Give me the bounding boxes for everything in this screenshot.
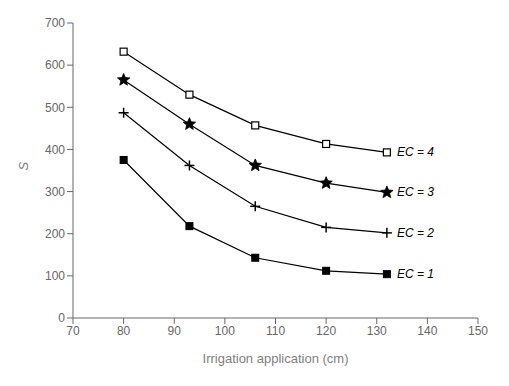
svg-text:EC = 3: EC = 3 xyxy=(397,185,434,199)
svg-text:130: 130 xyxy=(367,324,387,338)
svg-text:EC = 1: EC = 1 xyxy=(397,267,434,281)
svg-text:80: 80 xyxy=(117,324,131,338)
svg-text:S: S xyxy=(16,162,31,171)
svg-text:400: 400 xyxy=(45,143,65,157)
svg-text:600: 600 xyxy=(45,58,65,72)
svg-text:Irrigation application (cm): Irrigation application (cm) xyxy=(203,351,349,366)
svg-text:90: 90 xyxy=(168,324,182,338)
svg-text:70: 70 xyxy=(66,324,80,338)
svg-text:150: 150 xyxy=(468,324,488,338)
svg-text:200: 200 xyxy=(45,227,65,241)
svg-text:110: 110 xyxy=(266,324,285,338)
svg-text:0: 0 xyxy=(58,311,65,325)
svg-text:700: 700 xyxy=(45,16,65,30)
svg-text:300: 300 xyxy=(45,185,65,199)
svg-text:120: 120 xyxy=(316,324,336,338)
svg-text:140: 140 xyxy=(417,324,437,338)
svg-text:100: 100 xyxy=(45,269,65,283)
svg-text:EC = 2: EC = 2 xyxy=(397,226,434,240)
svg-text:100: 100 xyxy=(215,324,235,338)
svg-text:500: 500 xyxy=(45,101,65,115)
svg-text:EC = 4: EC = 4 xyxy=(397,145,434,159)
